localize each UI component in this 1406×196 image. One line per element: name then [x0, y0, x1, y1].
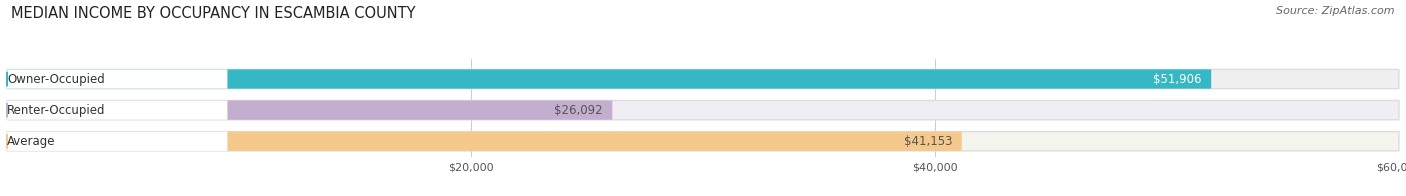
Text: $26,092: $26,092: [554, 104, 603, 117]
Text: MEDIAN INCOME BY OCCUPANCY IN ESCAMBIA COUNTY: MEDIAN INCOME BY OCCUPANCY IN ESCAMBIA C…: [11, 6, 416, 21]
FancyBboxPatch shape: [7, 69, 1211, 89]
FancyBboxPatch shape: [7, 132, 228, 151]
FancyBboxPatch shape: [7, 132, 962, 151]
Text: Owner-Occupied: Owner-Occupied: [7, 73, 105, 85]
FancyBboxPatch shape: [7, 101, 228, 120]
FancyBboxPatch shape: [7, 69, 1399, 89]
Text: $51,906: $51,906: [1153, 73, 1202, 85]
Text: $41,153: $41,153: [904, 135, 952, 148]
Text: Average: Average: [7, 135, 56, 148]
FancyBboxPatch shape: [7, 132, 1399, 151]
Text: Source: ZipAtlas.com: Source: ZipAtlas.com: [1277, 6, 1395, 16]
FancyBboxPatch shape: [7, 101, 613, 120]
FancyBboxPatch shape: [7, 101, 1399, 120]
FancyBboxPatch shape: [7, 69, 228, 89]
Text: Renter-Occupied: Renter-Occupied: [7, 104, 105, 117]
